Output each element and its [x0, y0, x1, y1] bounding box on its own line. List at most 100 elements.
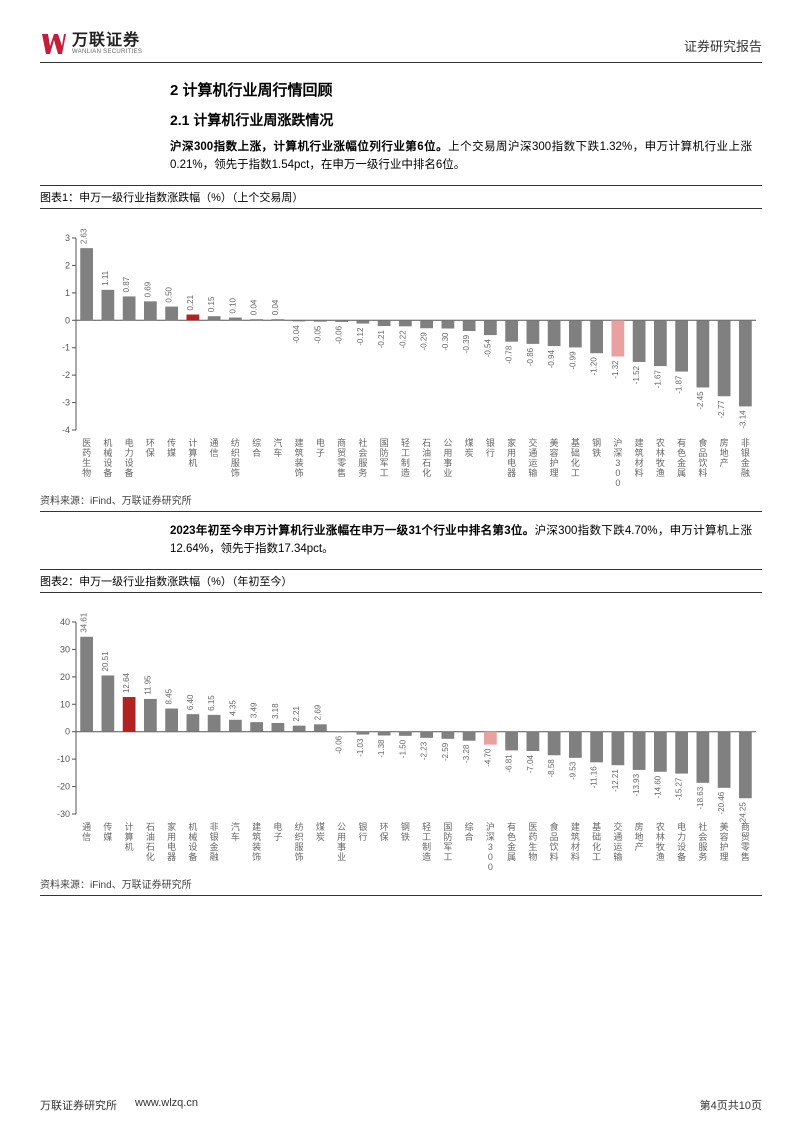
page-header: 万联证券 WANLIAN SECURITIES 证券研究报告	[40, 30, 762, 63]
svg-text:家用电器: 家用电器	[507, 437, 516, 478]
svg-text:轻工制造: 轻工制造	[422, 821, 431, 862]
svg-text:6.40: 6.40	[186, 694, 195, 710]
svg-text:0.10: 0.10	[228, 297, 237, 313]
svg-text:-0.04: -0.04	[292, 325, 301, 344]
svg-text:20.51: 20.51	[101, 650, 110, 671]
svg-text:计算机: 计算机	[125, 821, 134, 852]
svg-text:传媒: 传媒	[103, 821, 112, 842]
svg-text:银行: 银行	[358, 821, 367, 842]
svg-text:国防军工: 国防军工	[443, 822, 452, 862]
svg-text:-3.14: -3.14	[738, 410, 747, 429]
svg-text:交通运输: 交通运输	[613, 821, 622, 862]
svg-text:有色金属: 有色金属	[677, 437, 686, 478]
svg-text:有色金属: 有色金属	[507, 821, 516, 862]
svg-text:-9.53: -9.53	[568, 761, 577, 780]
svg-text:-1: -1	[62, 342, 70, 352]
para1-bold: 沪深300指数上涨，计算机行业涨幅位列行业第6位。	[170, 141, 448, 153]
report-type: 证券研究报告	[684, 36, 762, 55]
svg-text:-0.06: -0.06	[335, 325, 344, 344]
svg-text:20: 20	[60, 671, 70, 681]
svg-text:电力设备: 电力设备	[125, 437, 134, 478]
svg-text:美容护理: 美容护理	[720, 821, 729, 862]
section-title: 2 计算机行业周行情回顾	[170, 79, 752, 100]
svg-text:0.87: 0.87	[122, 276, 131, 292]
svg-text:机械设备: 机械设备	[103, 437, 112, 478]
svg-text:煤炭: 煤炭	[316, 821, 325, 842]
svg-text:煤炭: 煤炭	[465, 437, 474, 458]
svg-text:计算机: 计算机	[188, 437, 197, 468]
svg-text:钢铁: 钢铁	[401, 821, 410, 842]
svg-text:-0.54: -0.54	[483, 338, 492, 357]
svg-text:机械设备: 机械设备	[188, 821, 197, 862]
svg-text:食品饮料: 食品饮料	[698, 437, 707, 478]
svg-text:2: 2	[65, 260, 70, 270]
svg-text:通信: 通信	[210, 438, 219, 458]
svg-text:商贸零售: 商贸零售	[337, 437, 346, 478]
svg-text:2.21: 2.21	[292, 705, 301, 721]
svg-text:2.69: 2.69	[313, 704, 322, 720]
svg-text:0.04: 0.04	[271, 299, 280, 315]
chart1-wrap: -4-3-2-101232.63医药生物1.11机械设备0.87电力设备0.69…	[40, 213, 762, 488]
svg-text:-0.78: -0.78	[505, 345, 514, 364]
svg-text:-6.81: -6.81	[505, 753, 514, 772]
svg-text:建筑装饰: 建筑装饰	[252, 821, 261, 862]
chart2-wrap: -30-20-1001020304034.61通信20.51传媒12.64计算机…	[40, 597, 762, 872]
svg-text:环保: 环保	[146, 438, 155, 458]
chart2-source-text: 资料来源：iFind、万联证券研究所	[40, 880, 192, 891]
svg-text:2.63: 2.63	[80, 228, 89, 244]
svg-text:-0.39: -0.39	[462, 334, 471, 353]
svg-text:1.11: 1.11	[101, 270, 110, 286]
svg-text:10: 10	[60, 699, 70, 709]
svg-text:公用事业: 公用事业	[337, 822, 346, 862]
content2: 2023年初至今申万计算机行业涨幅在申万一级31个行业中排名第3位。沪深300指…	[40, 522, 762, 559]
svg-text:-13.93: -13.93	[632, 773, 641, 796]
svg-text:电子: 电子	[273, 821, 282, 842]
svg-text:-4.70: -4.70	[483, 748, 492, 767]
svg-text:0: 0	[65, 315, 70, 325]
svg-text:农林牧渔: 农林牧渔	[656, 437, 665, 478]
svg-text:-1.52: -1.52	[632, 365, 641, 384]
svg-text:电子: 电子	[316, 437, 325, 458]
svg-text:-1.50: -1.50	[398, 739, 407, 758]
svg-text:0.21: 0.21	[186, 294, 195, 310]
svg-text:-8.58: -8.58	[547, 758, 556, 777]
footer-inst: 万联证券研究所	[40, 1097, 117, 1113]
svg-text:-0.22: -0.22	[398, 330, 407, 349]
svg-text:汽车: 汽车	[273, 437, 282, 458]
svg-text:-2.59: -2.59	[441, 742, 450, 761]
svg-text:房地产: 房地产	[635, 821, 644, 852]
svg-text:综合: 综合	[465, 821, 474, 842]
svg-text:-20: -20	[57, 781, 70, 791]
svg-text:-1.38: -1.38	[377, 739, 386, 758]
svg-text:-1.87: -1.87	[675, 375, 684, 394]
svg-text:纺织服饰: 纺织服饰	[295, 821, 304, 862]
svg-text:食品饮料: 食品饮料	[550, 821, 559, 862]
svg-text:交通运输: 交通运输	[528, 437, 537, 478]
svg-text:-1.67: -1.67	[653, 369, 662, 388]
svg-text:公用事业: 公用事业	[443, 438, 452, 478]
svg-text:家用电器: 家用电器	[167, 821, 176, 862]
svg-text:-12.21: -12.21	[611, 768, 620, 791]
svg-text:-4: -4	[62, 425, 70, 435]
footer-page: 第4页共10页	[700, 1097, 762, 1113]
svg-text:建筑材料: 建筑材料	[571, 821, 580, 862]
chart1-title: 图表1：申万一级行业指数涨跌幅（%）（上个交易周）	[40, 185, 762, 209]
svg-text:-0.86: -0.86	[526, 347, 535, 366]
svg-text:-0.06: -0.06	[335, 735, 344, 754]
svg-text:传媒: 传媒	[167, 437, 176, 458]
svg-text:基础化工: 基础化工	[592, 821, 601, 862]
svg-text:建筑装饰: 建筑装饰	[295, 437, 304, 478]
svg-text:34.61: 34.61	[80, 612, 89, 633]
svg-text:-0.94: -0.94	[547, 349, 556, 368]
svg-text:国防军工: 国防军工	[380, 438, 389, 478]
chart2-source: 资料来源：iFind、万联证券研究所	[40, 874, 762, 896]
svg-text:汽车: 汽车	[231, 821, 240, 842]
logo: 万联证券 WANLIAN SECURITIES	[40, 30, 142, 58]
svg-text:石油石化: 石油石化	[146, 822, 155, 862]
svg-text:-2.45: -2.45	[696, 391, 705, 410]
svg-text:建筑材料: 建筑材料	[635, 437, 644, 478]
svg-text:社会服务: 社会服务	[358, 437, 367, 478]
logo-cn: 万联证券	[72, 33, 142, 49]
svg-text:非银金融: 非银金融	[210, 821, 219, 862]
svg-text:非银金融: 非银金融	[741, 437, 750, 478]
